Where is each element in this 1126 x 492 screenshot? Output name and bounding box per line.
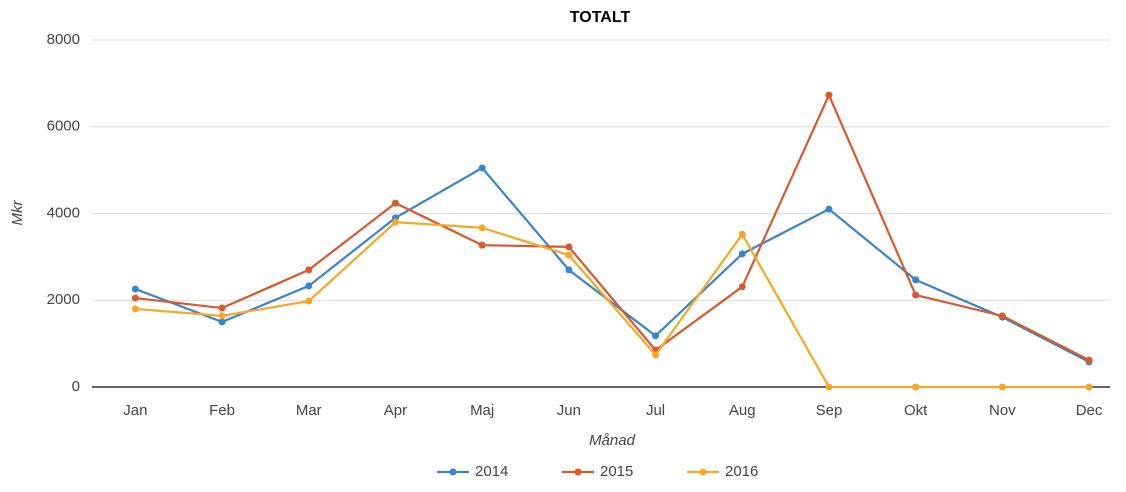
legend-marker: [574, 468, 582, 476]
point: [478, 164, 486, 172]
point: [391, 218, 399, 226]
point: [738, 230, 746, 238]
x-tick-label: Maj: [470, 402, 494, 419]
point: [738, 283, 746, 291]
x-tick-label: Jan: [123, 402, 147, 419]
point: [305, 297, 313, 305]
legend-marker: [699, 468, 707, 476]
y-axis-label: Mkr: [9, 200, 26, 226]
point: [912, 276, 920, 284]
y-tick-label: 0: [72, 378, 80, 395]
x-tick-label: Jun: [557, 402, 581, 419]
point: [825, 383, 833, 391]
legend-marker: [449, 468, 457, 476]
point: [912, 291, 920, 299]
legend-label: 2016: [725, 463, 758, 480]
point: [391, 199, 399, 207]
y-tick-label: 8000: [47, 31, 80, 48]
y-tick-label: 4000: [47, 204, 80, 221]
point: [565, 251, 573, 259]
point: [218, 312, 226, 320]
line: [135, 92, 1090, 362]
point: [131, 305, 139, 313]
x-tick-label: Nov: [989, 402, 1016, 419]
point: [652, 332, 660, 340]
y-tick-label: 6000: [47, 118, 80, 135]
point: [1085, 383, 1093, 391]
x-axis-label: Månad: [589, 432, 636, 449]
point: [998, 312, 1006, 320]
x-tick-label: Feb: [209, 402, 235, 419]
y-tick-label: 2000: [47, 291, 80, 308]
legend-label: 2015: [600, 463, 633, 480]
x-tick-label: Okt: [904, 402, 928, 419]
point: [998, 383, 1006, 391]
chart-title: TOTALT: [570, 9, 631, 26]
point: [1085, 356, 1093, 364]
point: [218, 318, 226, 326]
point: [305, 266, 313, 274]
point: [825, 205, 833, 213]
point: [738, 250, 746, 258]
point: [305, 282, 313, 290]
point: [478, 224, 486, 232]
legend-label: 2014: [475, 463, 508, 480]
point: [131, 285, 139, 293]
x-tick-label: Mar: [296, 402, 322, 419]
point: [912, 383, 920, 391]
point: [565, 243, 573, 251]
line: [135, 221, 1090, 389]
point: [218, 304, 226, 312]
point: [652, 351, 660, 359]
line: [134, 166, 1090, 363]
x-tick-label: Sep: [816, 402, 843, 419]
point: [825, 91, 833, 99]
x-tick-label: Apr: [384, 402, 407, 419]
x-tick-label: Aug: [729, 402, 756, 419]
point: [565, 266, 573, 274]
x-tick-label: Dec: [1076, 402, 1103, 419]
point: [131, 294, 139, 302]
x-tick-label: Jul: [646, 402, 665, 419]
point: [478, 241, 486, 249]
